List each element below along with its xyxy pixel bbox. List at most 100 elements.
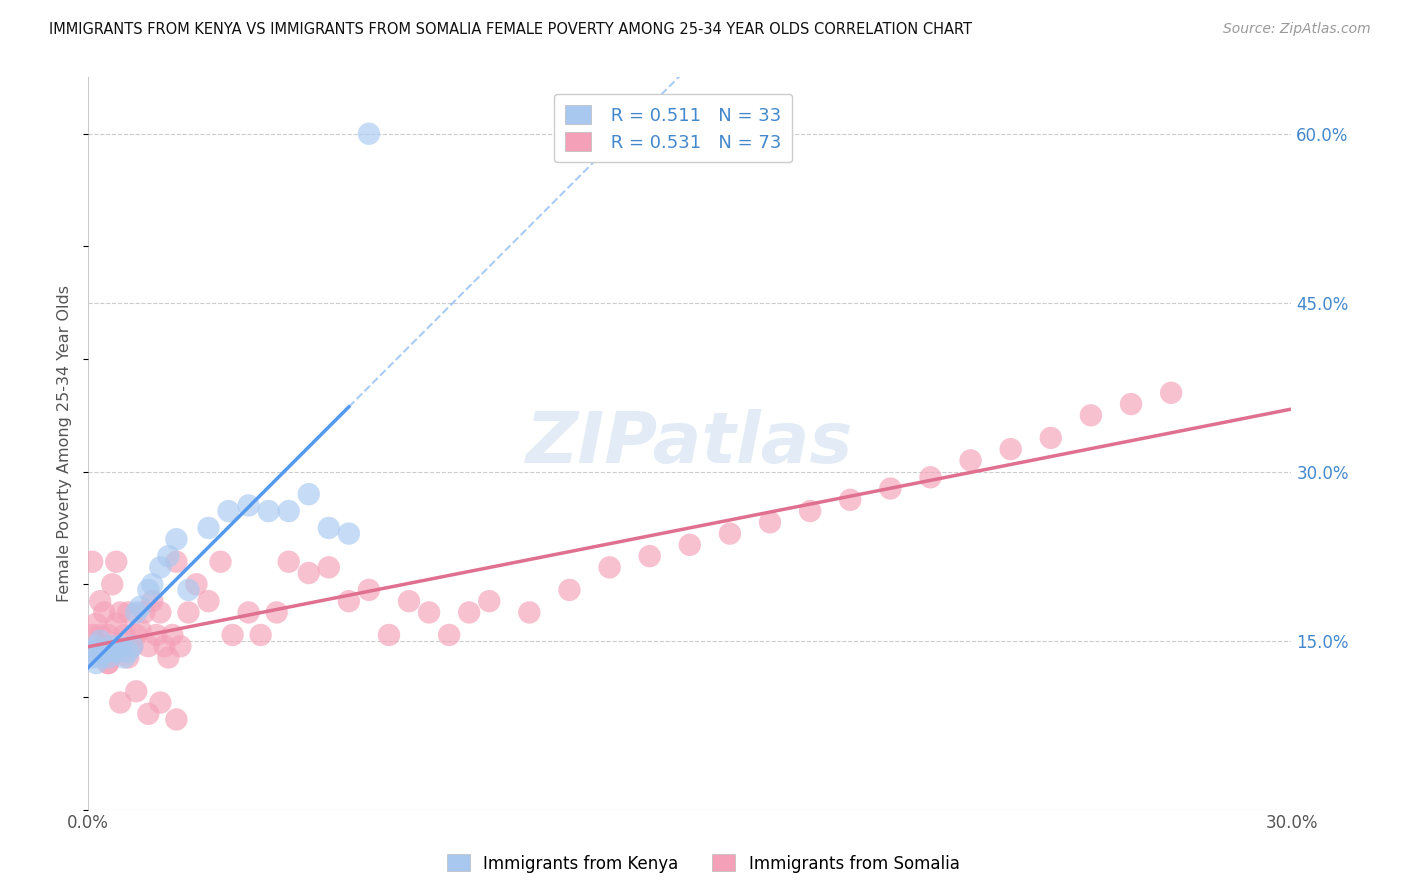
Point (318, 560, 340, 574)
Point (84, 639, 107, 653)
Point (82, 645, 104, 659)
Point (238, 499, 260, 513)
Point (165, 713, 187, 727)
Point (105, 645, 128, 659)
Point (337, 594, 360, 608)
Point (89, 633, 111, 648)
Point (84, 645, 107, 659)
Point (121, 639, 143, 653)
Point (149, 606, 172, 620)
Point (437, 628, 460, 642)
Point (136, 639, 159, 653)
Point (97, 650, 120, 665)
Point (718, 526, 741, 541)
Point (125, 628, 148, 642)
Point (97, 645, 120, 659)
Point (89, 628, 111, 642)
Point (97, 628, 120, 642)
Point (121, 639, 143, 653)
Point (759, 516, 782, 530)
Point (1160, 385, 1182, 400)
Point (478, 594, 501, 608)
Point (266, 606, 288, 620)
Point (599, 560, 621, 574)
Point (110, 696, 132, 710)
Point (879, 482, 901, 496)
Point (97, 656, 120, 670)
Text: ZIPatlas: ZIPatlas (526, 409, 853, 478)
Point (136, 706, 159, 721)
Point (1000, 442, 1022, 456)
Point (93, 639, 115, 653)
Point (1039, 431, 1062, 445)
Point (112, 628, 135, 642)
Point (221, 628, 243, 642)
Point (519, 606, 541, 620)
Point (105, 555, 128, 569)
Point (112, 650, 135, 665)
Point (84, 656, 107, 670)
Point (157, 549, 180, 563)
Point (82, 555, 104, 569)
Point (197, 594, 219, 608)
Point (186, 577, 208, 591)
Point (165, 533, 187, 547)
Point (238, 606, 260, 620)
Point (149, 560, 172, 574)
Point (277, 504, 299, 518)
Point (177, 606, 200, 620)
Text: IMMIGRANTS FROM KENYA VS IMMIGRANTS FROM SOMALIA FEMALE POVERTY AMONG 25-34 YEAR: IMMIGRANTS FROM KENYA VS IMMIGRANTS FROM… (49, 22, 972, 37)
Point (162, 628, 184, 642)
Point (145, 628, 167, 642)
Legend: Immigrants from Kenya, Immigrants from Somalia: Immigrants from Kenya, Immigrants from S… (440, 847, 966, 880)
Point (157, 650, 180, 665)
Point (458, 606, 481, 620)
Point (418, 606, 440, 620)
Point (97, 656, 120, 670)
Point (169, 639, 191, 653)
Point (218, 504, 240, 518)
Point (117, 650, 139, 665)
Point (378, 628, 401, 642)
Point (153, 639, 176, 653)
Point (141, 577, 163, 591)
Point (357, 127, 380, 141)
Point (134, 606, 156, 620)
Point (110, 639, 132, 653)
Y-axis label: Female Poverty Among 25-34 Year Olds: Female Poverty Among 25-34 Year Olds (58, 285, 72, 602)
Point (101, 639, 124, 653)
Point (129, 599, 152, 614)
Point (93, 645, 115, 659)
Point (101, 639, 124, 653)
Point (177, 582, 200, 597)
Point (920, 470, 942, 484)
Point (129, 623, 152, 637)
Point (1080, 409, 1102, 423)
Point (839, 492, 862, 507)
Point (136, 582, 159, 597)
Legend:  R = 0.511   N = 33,  R = 0.531   N = 73: R = 0.511 N = 33, R = 0.531 N = 73 (554, 94, 792, 162)
Point (558, 582, 581, 597)
Point (141, 594, 163, 608)
Point (101, 577, 124, 591)
Point (257, 504, 280, 518)
Point (337, 526, 360, 541)
Point (357, 582, 380, 597)
Point (638, 549, 661, 563)
Point (105, 616, 128, 631)
Point (398, 594, 420, 608)
Point (93, 645, 115, 659)
Point (149, 696, 172, 710)
Point (959, 453, 981, 467)
Point (110, 606, 132, 620)
Point (82, 650, 104, 665)
Point (84, 616, 107, 631)
Point (89, 650, 111, 665)
Point (1119, 397, 1142, 411)
Point (197, 521, 219, 535)
Point (298, 566, 321, 580)
Point (117, 606, 139, 620)
Point (679, 538, 702, 552)
Point (277, 555, 299, 569)
Point (117, 645, 139, 659)
